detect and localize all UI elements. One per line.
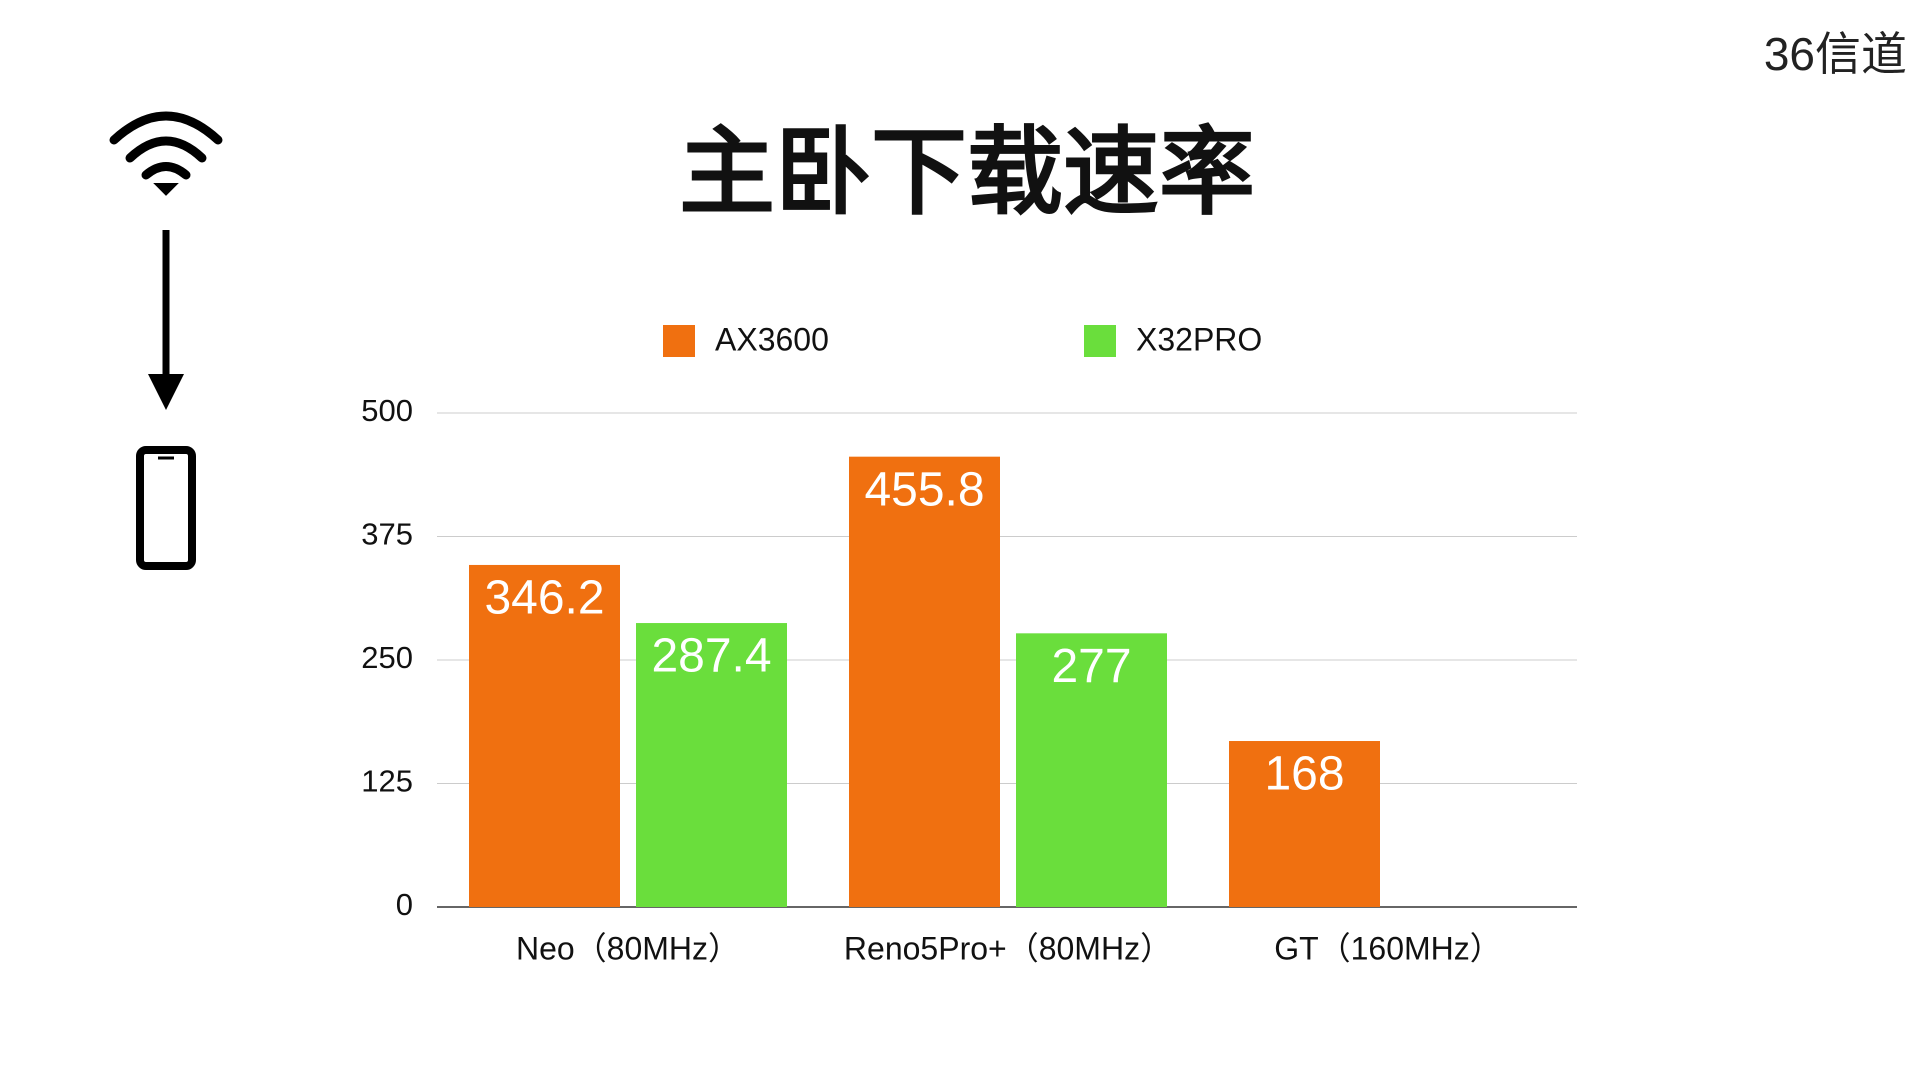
y-tick-label: 250	[361, 640, 413, 675]
legend-label: X32PRO	[1136, 321, 1262, 357]
y-tick-label: 500	[361, 393, 413, 428]
y-tick-label: 0	[396, 887, 413, 922]
value-label: 277	[1051, 640, 1131, 693]
y-tick-label: 125	[361, 764, 413, 799]
bar	[1229, 741, 1380, 907]
x-tick-label: Neo（80MHz）	[516, 930, 740, 966]
value-label: 346.2	[484, 572, 604, 625]
legend-swatch	[1084, 325, 1116, 357]
x-tick-label: Reno5Pro+（80MHz）	[844, 930, 1172, 966]
legend-swatch	[663, 325, 695, 357]
value-label: 168	[1264, 748, 1344, 801]
corner-label: 36信道	[1764, 28, 1907, 80]
value-label: 455.8	[864, 463, 984, 516]
down-arrow	[148, 230, 184, 410]
x-tick-label: GT（160MHz）	[1274, 930, 1502, 966]
bar	[636, 623, 787, 907]
legend-label: AX3600	[715, 321, 829, 357]
bar	[469, 564, 620, 907]
phone-icon	[136, 446, 196, 570]
value-label: 287.4	[651, 630, 771, 683]
bar	[849, 456, 1000, 907]
wifi-icon	[109, 111, 223, 196]
y-tick-label: 375	[361, 517, 413, 552]
chart-title: 主卧下载速率	[679, 119, 1255, 226]
bar	[1016, 633, 1167, 907]
